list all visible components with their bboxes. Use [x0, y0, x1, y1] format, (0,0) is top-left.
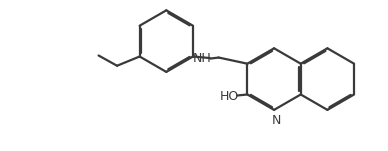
- Text: N: N: [272, 114, 281, 127]
- Text: HO: HO: [219, 90, 239, 103]
- Text: NH: NH: [193, 52, 211, 65]
